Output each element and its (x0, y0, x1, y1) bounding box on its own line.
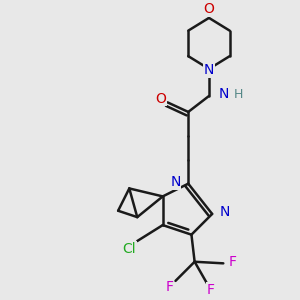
Text: O: O (203, 2, 214, 16)
Text: F: F (207, 283, 214, 297)
Text: N: N (218, 87, 229, 101)
Text: O: O (155, 92, 166, 106)
Text: F: F (229, 255, 237, 269)
Text: H: H (234, 88, 243, 101)
Text: Cl: Cl (122, 242, 136, 256)
Text: N: N (220, 205, 230, 219)
Text: N: N (204, 64, 214, 77)
Text: N: N (170, 175, 181, 189)
Text: F: F (166, 280, 174, 294)
